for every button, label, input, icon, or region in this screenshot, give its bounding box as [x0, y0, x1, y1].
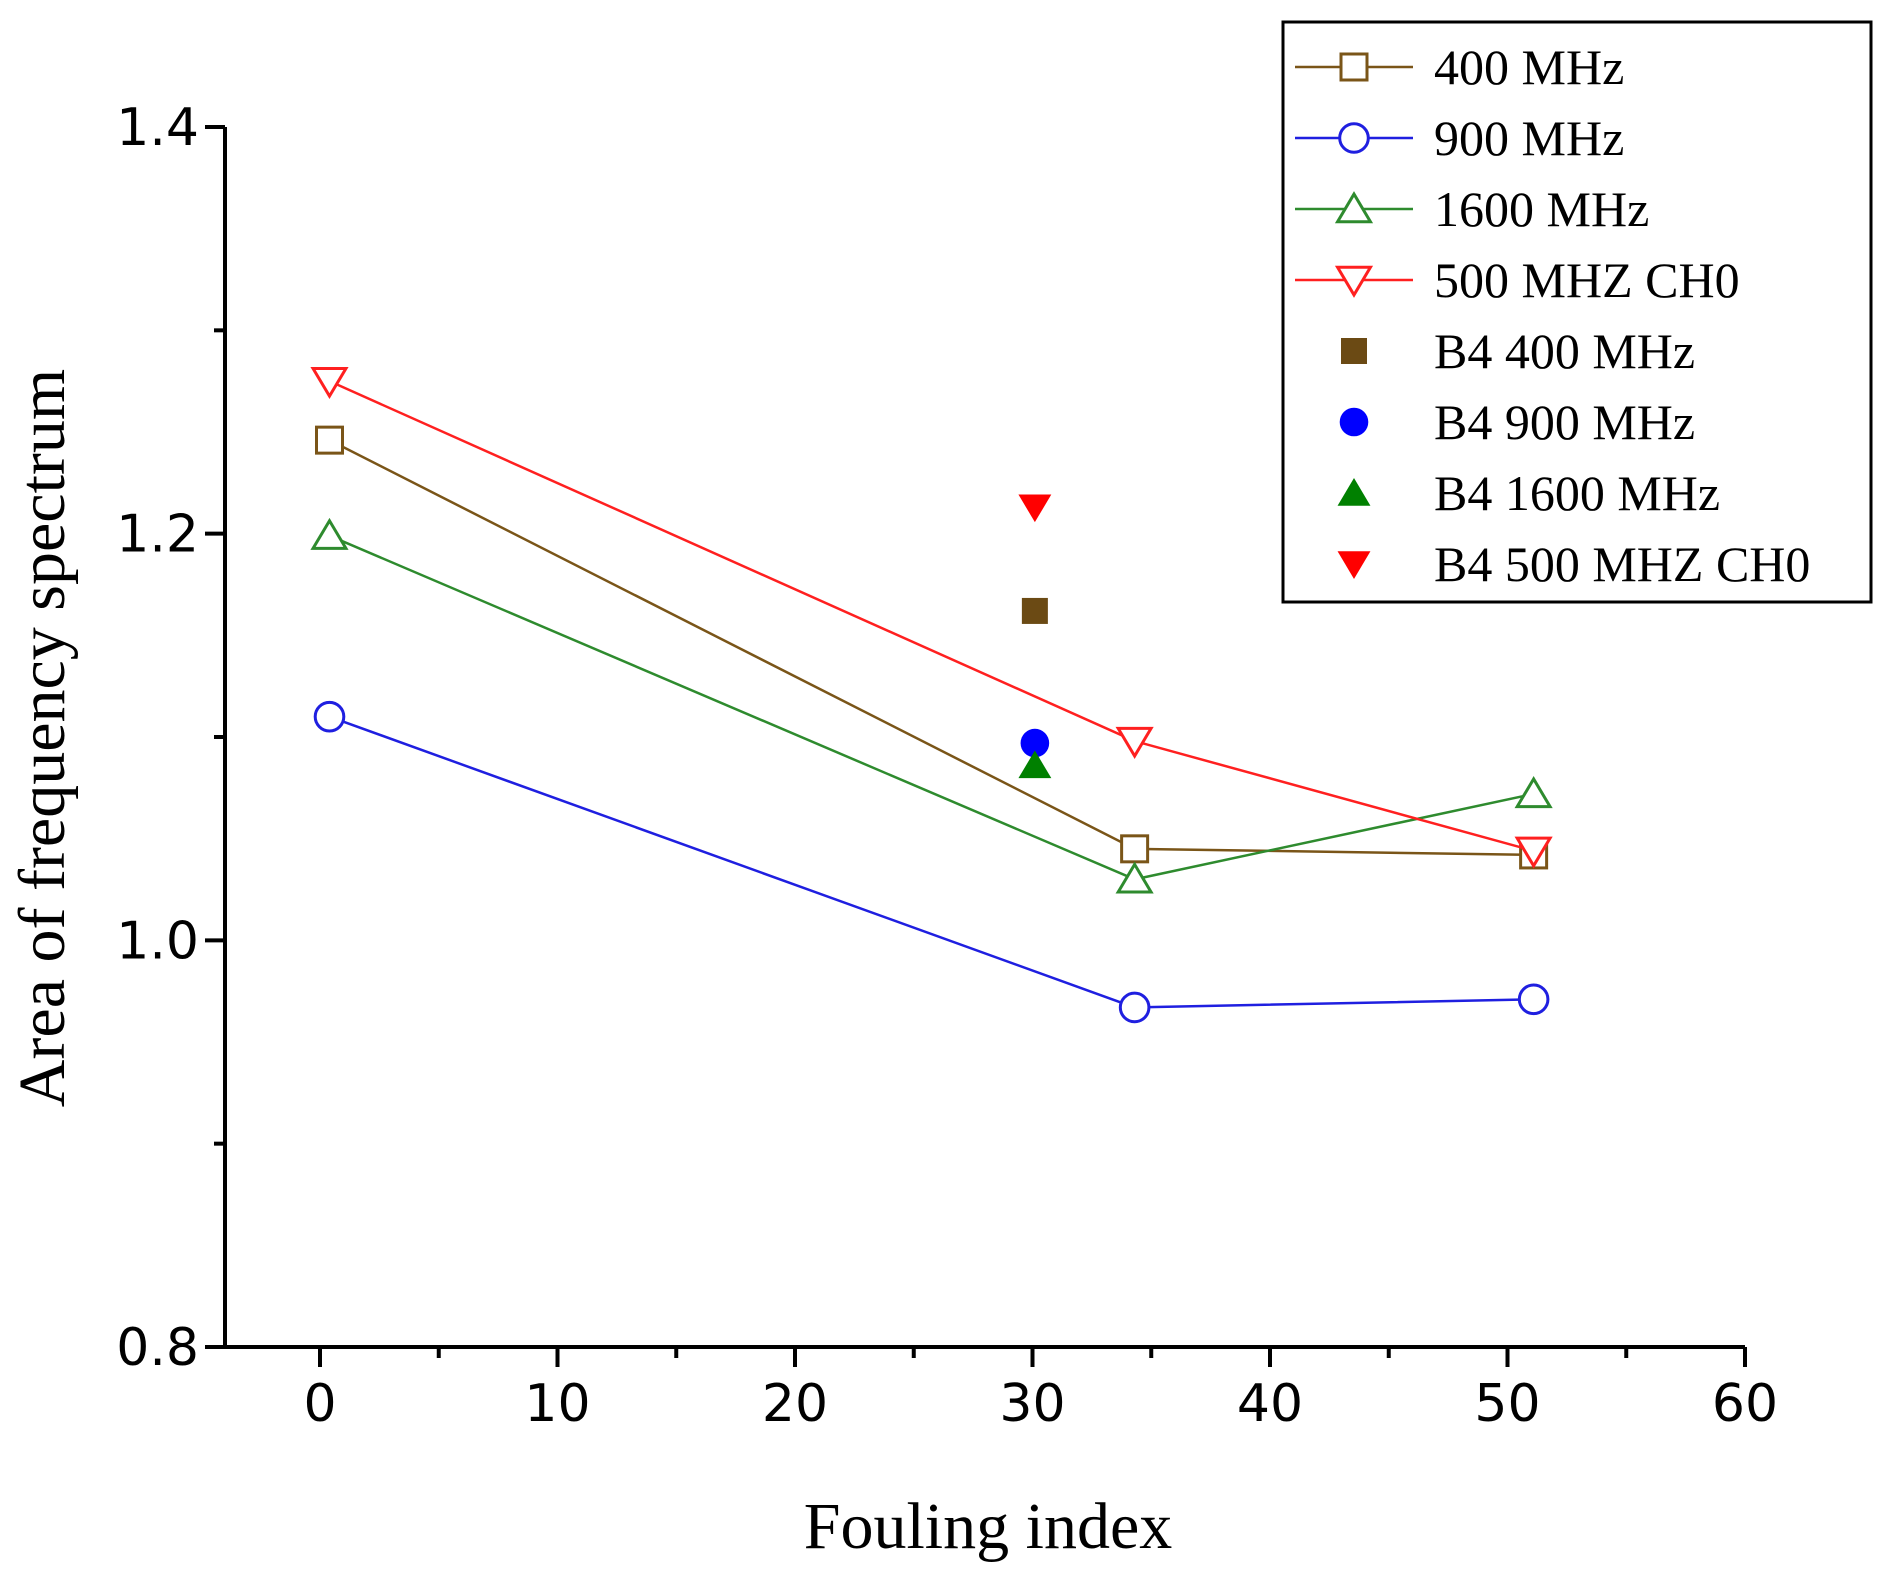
data-point: [1120, 834, 1150, 864]
data-point: [1514, 776, 1553, 809]
y-tick-label: 1.2: [116, 505, 199, 565]
series-7: [1018, 494, 1052, 523]
series-4: [1021, 597, 1048, 624]
data-point: [315, 425, 344, 455]
legend-label: B4 900 MHz: [1434, 394, 1695, 450]
data-point: [1018, 494, 1052, 523]
legend-entry: 400 MHz: [1295, 39, 1624, 95]
x-tick-label: 40: [1237, 1374, 1303, 1434]
data-point: [1517, 983, 1550, 1016]
x-tick-label: 20: [762, 1374, 828, 1434]
series-6: [1018, 750, 1052, 779]
legend-label: 1600 MHz: [1434, 181, 1649, 237]
legend: 400 MHz 900 MHz 1600 MHz 500 MHZ CH0 B4 400 …: [1281, 20, 1873, 604]
legend-label: B4 400 MHz: [1434, 323, 1695, 379]
legend-box: [1281, 20, 1873, 604]
x-tick-label: 0: [303, 1374, 336, 1434]
legend-marker: [1339, 407, 1369, 437]
y-tick-label: 1.4: [116, 98, 199, 158]
y-tick-label: 1.0: [116, 911, 199, 971]
x-axis-title: Fouling index: [804, 1490, 1173, 1563]
series-line: [329, 715, 1534, 1009]
data-point: [310, 517, 349, 550]
data-point: [1021, 597, 1048, 624]
legend-label: 400 MHz: [1434, 39, 1624, 95]
y-axis-title: Area of frequency spectrum: [6, 369, 79, 1107]
x-tick-label: 60: [1712, 1374, 1778, 1434]
x-tick-label: 30: [999, 1374, 1065, 1434]
data-point: [313, 700, 346, 733]
legend-label: B4 1600 MHz: [1434, 465, 1720, 521]
x-tick-label: 50: [1474, 1374, 1540, 1434]
legend-entry: B4 500 MHZ CH0: [1337, 536, 1810, 592]
axes: 0 10 20 30 40 50 60 0.8 1.0 1.2 1.4: [116, 98, 1778, 1434]
series-layer: [310, 366, 1553, 1024]
data-point: [310, 366, 349, 400]
legend-entry: B4 1600 MHz: [1337, 465, 1720, 521]
data-point: [1115, 861, 1154, 894]
legend-marker: [1337, 551, 1371, 579]
data-point: [1018, 750, 1052, 779]
legend-label: 500 MHZ CH0: [1434, 252, 1740, 308]
legend-marker: [1339, 52, 1369, 82]
series-5: [1020, 728, 1050, 758]
legend-entry: B4 900 MHz: [1339, 394, 1695, 450]
legend-entry: 900 MHz: [1295, 110, 1624, 166]
y-tick-label: 0.8: [116, 1318, 199, 1378]
data-point: [1118, 991, 1151, 1024]
legend-entry: 500 MHZ CH0: [1295, 252, 1740, 308]
series-1: [313, 700, 1550, 1024]
legend-label: 900 MHz: [1434, 110, 1624, 166]
legend-marker: [1338, 122, 1370, 154]
legend-entry: 1600 MHz: [1295, 181, 1649, 237]
data-point: [1115, 726, 1154, 759]
legend-label: B4 500 MHZ CH0: [1434, 536, 1810, 592]
legend-marker: [1337, 478, 1371, 506]
data-point: [1020, 728, 1050, 758]
legend-marker: [1334, 265, 1374, 298]
series-3: [310, 366, 1553, 869]
legend-entry: B4 400 MHz: [1341, 323, 1695, 379]
legend-marker: [1341, 338, 1367, 364]
data-point: [1514, 836, 1553, 869]
x-tick-label: 10: [524, 1374, 590, 1434]
series-2: [310, 517, 1553, 894]
legend-marker: [1334, 191, 1374, 224]
